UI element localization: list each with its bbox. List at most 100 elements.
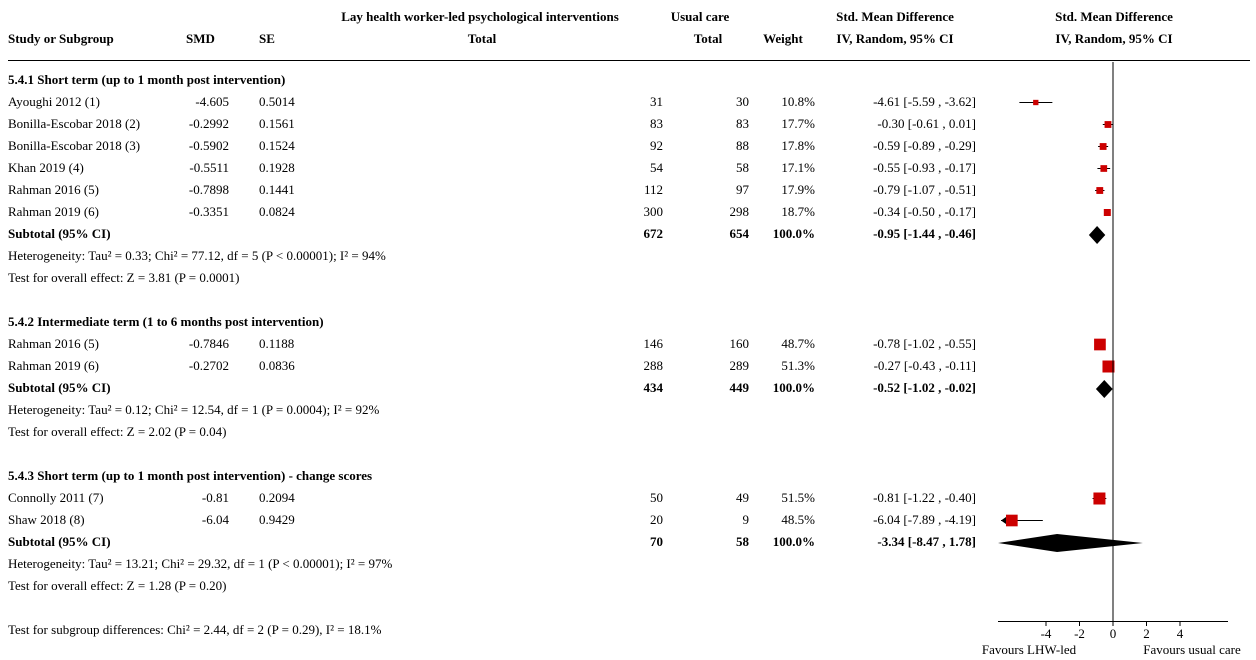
study-ci: -0.81 [-1.22 , -0.40] xyxy=(873,490,976,505)
heterogeneity-text: Heterogeneity: Tau² = 13.21; Chi² = 29.3… xyxy=(8,556,393,571)
study-ci: -4.61 [-5.59 , -3.62] xyxy=(873,94,976,109)
study-smd: -6.04 xyxy=(201,512,229,527)
study-se: 0.1561 xyxy=(259,116,295,131)
study-ci: -0.59 [-0.89 , -0.29] xyxy=(873,138,976,153)
heterogeneity-text: Heterogeneity: Tau² = 0.33; Chi² = 77.12… xyxy=(8,248,386,263)
study-name: Rahman 2016 (5) xyxy=(8,336,99,351)
subtotal-diamond xyxy=(998,534,1143,552)
subtotal-n-ctl: 654 xyxy=(729,226,750,241)
favours-right-label: Favours usual care xyxy=(1143,642,1241,657)
study-n-ctl: 58 xyxy=(736,160,749,175)
study-name: Shaw 2018 (8) xyxy=(8,512,85,527)
header-se: SE xyxy=(259,31,275,46)
ci-arrow-left xyxy=(1001,517,1006,524)
study-smd: -0.2702 xyxy=(188,358,229,373)
study-se: 0.1928 xyxy=(259,160,295,175)
study-ci: -0.30 [-0.61 , 0.01] xyxy=(877,116,976,131)
subtotal-diamond xyxy=(1088,226,1106,244)
study-smd: -0.7898 xyxy=(188,182,229,197)
study-smd: -0.2992 xyxy=(188,116,229,131)
study-weight: 51.5% xyxy=(781,490,815,505)
study-n-ctl: 9 xyxy=(742,512,750,527)
heterogeneity-text: Heterogeneity: Tau² = 0.12; Chi² = 12.54… xyxy=(8,402,380,417)
study-marker xyxy=(1102,360,1115,373)
header-plot-method: IV, Random, 95% CI xyxy=(1055,31,1173,46)
study-n-exp: 92 xyxy=(650,138,663,153)
study-smd: -0.3351 xyxy=(188,204,229,219)
study-se: 0.1441 xyxy=(259,182,295,197)
x-tick-label: 2 xyxy=(1143,626,1150,641)
group-title: 5.4.2 Intermediate term (1 to 6 months p… xyxy=(8,314,324,329)
x-tick-label: 4 xyxy=(1176,626,1184,641)
header-ci-title: Std. Mean Difference xyxy=(836,9,954,24)
study-n-exp: 112 xyxy=(643,182,663,197)
study-marker xyxy=(1104,121,1112,128)
subtotal-weight: 100.0% xyxy=(772,226,815,241)
study-name: Rahman 2019 (6) xyxy=(8,358,99,373)
study-weight: 17.7% xyxy=(781,116,815,131)
study-se: 0.2094 xyxy=(259,490,295,505)
study-n-exp: 300 xyxy=(643,204,664,219)
study-smd: -0.7846 xyxy=(188,336,229,351)
x-tick-label: -4 xyxy=(1040,626,1052,641)
header-plot-title: Std. Mean Difference xyxy=(1055,9,1173,24)
overall-effect-text: Test for overall effect: Z = 1.28 (P = 0… xyxy=(8,578,227,593)
study-n-ctl: 160 xyxy=(729,336,750,351)
study-n-exp: 20 xyxy=(650,512,663,527)
subtotal-n-exp: 672 xyxy=(643,226,664,241)
subtotal-n-exp: 70 xyxy=(650,534,663,549)
study-n-exp: 54 xyxy=(650,160,663,175)
study-smd: -0.5902 xyxy=(188,138,229,153)
study-marker xyxy=(1094,338,1106,351)
study-name: Rahman 2019 (6) xyxy=(8,204,99,219)
subtotal-label: Subtotal (95% CI) xyxy=(8,380,111,395)
study-marker xyxy=(1006,514,1018,527)
study-n-ctl: 289 xyxy=(729,358,750,373)
header-weight: Weight xyxy=(763,31,803,46)
subtotal-label: Subtotal (95% CI) xyxy=(8,534,111,549)
study-se: 0.0836 xyxy=(259,358,295,373)
overall-effect-text: Test for overall effect: Z = 2.02 (P = 0… xyxy=(8,424,227,439)
study-n-ctl: 97 xyxy=(736,182,749,197)
subtotal-ci: -0.95 [-1.44 , -0.46] xyxy=(873,226,976,241)
study-weight: 48.5% xyxy=(781,512,815,527)
x-tick-label: 0 xyxy=(1109,626,1117,641)
header-smd: SMD xyxy=(186,31,215,46)
study-name: Ayoughi 2012 (1) xyxy=(8,94,100,109)
study-marker xyxy=(1099,143,1107,150)
study-name: Connolly 2011 (7) xyxy=(8,490,104,505)
group-title: 5.4.3 Short term (up to 1 month post int… xyxy=(8,468,373,483)
study-ci: -6.04 [-7.89 , -4.19] xyxy=(873,512,976,527)
study-weight: 17.9% xyxy=(781,182,815,197)
subtotal-weight: 100.0% xyxy=(772,534,815,549)
study-marker xyxy=(1096,187,1104,194)
study-ci: -0.79 [-1.07 , -0.51] xyxy=(873,182,976,197)
subtotal-ci: -3.34 [-8.47 , 1.78] xyxy=(877,534,976,549)
study-weight: 48.7% xyxy=(781,336,815,351)
subgroup-test-text: Test for subgroup differences: Chi² = 2.… xyxy=(8,622,382,637)
header-ci-method: IV, Random, 95% CI xyxy=(836,31,954,46)
study-weight: 18.7% xyxy=(781,204,815,219)
study-n-exp: 146 xyxy=(643,336,664,351)
study-ci: -0.27 [-0.43 , -0.11] xyxy=(873,358,976,373)
study-n-ctl: 49 xyxy=(736,490,749,505)
study-weight: 51.3% xyxy=(781,358,815,373)
study-name: Bonilla-Escobar 2018 (2) xyxy=(8,116,141,131)
study-marker xyxy=(1100,165,1108,172)
group-title: 5.4.1 Short term (up to 1 month post int… xyxy=(8,72,286,87)
study-se: 0.1188 xyxy=(259,336,295,351)
study-smd: -0.81 xyxy=(201,490,229,505)
study-weight: 17.8% xyxy=(781,138,815,153)
study-marker xyxy=(1033,99,1039,106)
subtotal-label: Subtotal (95% CI) xyxy=(8,226,111,241)
subtotal-n-ctl: 58 xyxy=(736,534,749,549)
subtotal-weight: 100.0% xyxy=(772,380,815,395)
study-se: 0.0824 xyxy=(259,204,295,219)
study-n-exp: 83 xyxy=(650,116,663,131)
study-marker xyxy=(1093,492,1106,505)
x-tick-label: -2 xyxy=(1074,626,1085,641)
study-n-ctl: 83 xyxy=(736,116,749,131)
study-ci: -0.34 [-0.50 , -0.17] xyxy=(873,204,976,219)
